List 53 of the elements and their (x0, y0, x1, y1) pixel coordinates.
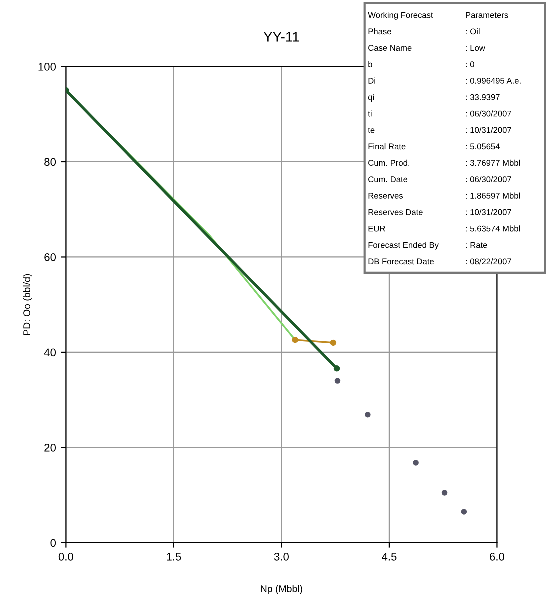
text: Working Forecast (368, 12, 434, 20)
annotation: Di (368, 78, 376, 84)
y-tick-label: 80 (44, 158, 56, 166)
annotation: Reserves Date (368, 210, 423, 216)
annotation: : 1.86597 Mbbl (466, 192, 520, 199)
point (413, 460, 419, 466)
annotation: Cum. Date (368, 176, 408, 182)
point (292, 336, 298, 344)
chart-title: YY-11 (264, 32, 300, 42)
annotation: ti (368, 110, 372, 117)
annotation: qi (368, 94, 374, 102)
point (330, 340, 337, 346)
annotation: : 10/31/2007 (466, 127, 512, 134)
y-axis-title: PD: Oo (bbl/d) (23, 274, 32, 336)
annotation: Cum. Prod. (368, 160, 410, 166)
text: Phase (368, 28, 392, 35)
annotation: DB Forecast Date (368, 258, 434, 265)
annotation: te (368, 128, 375, 134)
annotation: : 5.05654 (466, 144, 500, 150)
point (334, 378, 341, 384)
x-tick-label: 4.5 (382, 553, 397, 561)
point (461, 509, 468, 515)
y-tick-label: 0 (50, 539, 56, 548)
text: Case Name (368, 45, 412, 52)
annotation: : 0 (466, 62, 474, 68)
annotation: : Rate (466, 242, 488, 248)
annotation: : 06/30/2007 (466, 176, 512, 182)
annotation: : 06/30/2007 (466, 110, 512, 117)
y-tick-label: 100 (38, 63, 56, 71)
annotation: EUR (368, 226, 386, 232)
annotation: : 08/22/2007 (466, 258, 512, 265)
x-tick-label: 0.0 (58, 552, 74, 561)
annotation: : 0.996495 A.e. (466, 78, 521, 84)
point (365, 412, 371, 418)
annotation: Forecast Ended By (368, 242, 439, 250)
y-tick-label: 20 (44, 444, 56, 452)
annotation: : 5.63574 Mbbl (466, 226, 520, 232)
point (442, 490, 448, 496)
x-tick-label: 1.5 (167, 553, 182, 561)
text: : Oil (466, 28, 480, 35)
annotation: Final Rate (368, 143, 406, 150)
annotation: : 33.9397 (466, 94, 500, 100)
annotation: Reserves (368, 193, 404, 199)
text: : Low (466, 45, 486, 52)
text: Parameters (466, 12, 508, 18)
annotation: : 10/31/2007 (466, 209, 512, 216)
y-tick-label: 40 (44, 348, 56, 357)
x-tick-label: 6.0 (490, 552, 505, 561)
y-tick-label: 60 (44, 254, 56, 262)
x-axis-title: Np (Mbbl) (261, 585, 302, 594)
annotation: : 3.76977 Mbbl (466, 160, 520, 166)
x-tick-label: 3.0 (274, 552, 289, 561)
annotation: b (368, 61, 372, 68)
